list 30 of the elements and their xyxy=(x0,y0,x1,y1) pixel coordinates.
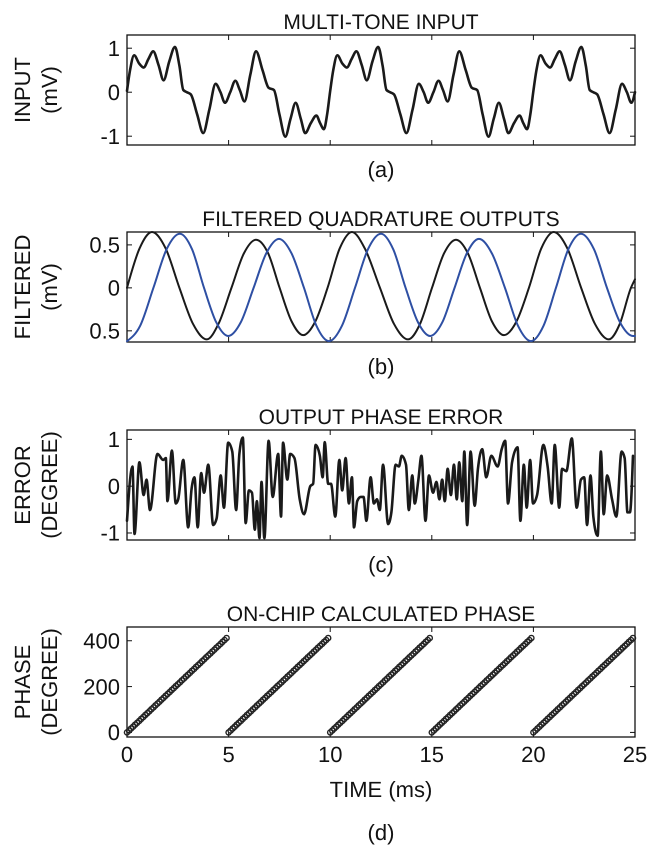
x-tick-label: 15 xyxy=(420,742,444,767)
y-tick-label: 0.5 xyxy=(89,232,120,258)
chart-title: MULTI-TONE INPUT xyxy=(283,11,479,34)
text: (b) xyxy=(368,354,394,379)
y-tick-label: 0.5 xyxy=(89,318,120,344)
chart-title: FILTERED QUADRATURE OUTPUTS xyxy=(202,208,560,231)
text: (d) xyxy=(368,820,394,845)
y-axis-title: PHASE (DEGREE) xyxy=(10,628,62,736)
text: (c) xyxy=(368,552,394,577)
y-tick-label: 0 xyxy=(108,80,120,105)
y-tick-label: 1 xyxy=(108,427,120,452)
x-tick-label: 5 xyxy=(222,742,235,767)
y-tick-label: 400 xyxy=(83,628,120,654)
text: (a) xyxy=(368,157,394,182)
y-tick-label: 1 xyxy=(108,36,120,61)
x-tick-label: 10 xyxy=(318,742,342,767)
y-tick-label: -1 xyxy=(100,124,120,149)
y-tick-label: 0 xyxy=(108,276,120,301)
y-tick-label: 0 xyxy=(108,474,120,499)
y-tick-label: 0 xyxy=(108,720,120,746)
y-axis-title: FILTERED (mV) xyxy=(10,234,62,340)
x-tick-label: 20 xyxy=(521,742,546,767)
y-axis-title: ERROR (DEGREE) xyxy=(10,431,62,539)
y-tick-label: -1 xyxy=(100,520,120,546)
y-axis-title: INPUT (mV) xyxy=(10,57,62,123)
y-tick-label: 200 xyxy=(83,674,120,700)
chart-title: OUTPUT PHASE ERROR xyxy=(258,406,504,429)
x-axis-title: TIME (ms) xyxy=(330,777,432,802)
chart-title: ON-CHIP CALCULATED PHASE xyxy=(226,603,536,626)
x-tick-label: 25 xyxy=(622,742,647,767)
